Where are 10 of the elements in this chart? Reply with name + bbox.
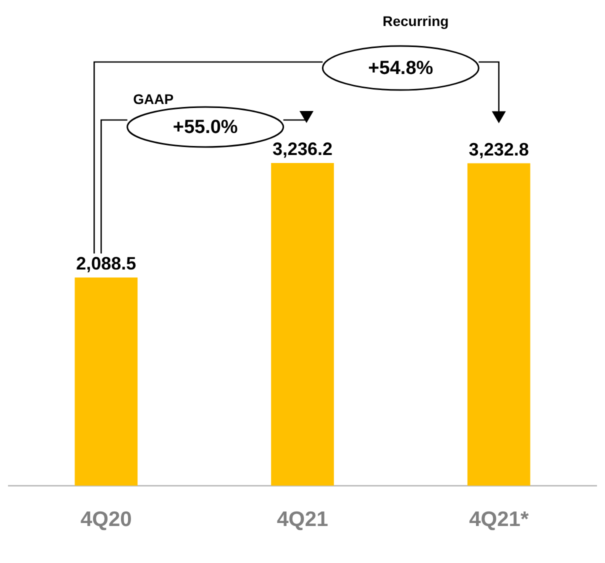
data-label: 3,232.8 xyxy=(468,139,529,160)
data-label: 3,236.2 xyxy=(272,138,333,159)
text: +55.0% xyxy=(172,117,238,138)
data-label: 2,088.5 xyxy=(76,253,136,274)
x-tick-label: 4Q21* xyxy=(469,508,530,532)
x-tick-label: 4Q21 xyxy=(276,508,329,532)
text: Recurring xyxy=(382,12,449,29)
text: GAAP xyxy=(133,90,174,107)
x-tick-label: 4Q20 xyxy=(80,508,132,532)
text: +54.8% xyxy=(368,58,434,80)
